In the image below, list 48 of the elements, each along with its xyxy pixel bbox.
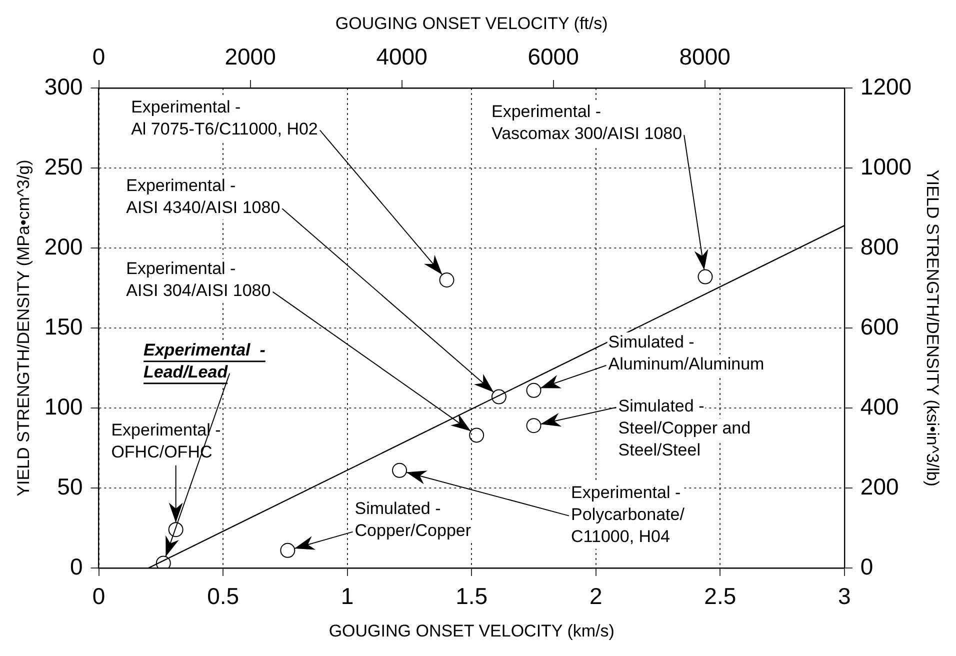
y2-tick-label: 400: [860, 393, 899, 420]
x-tick-label: 3: [838, 583, 851, 610]
y2-tick-label: 1000: [860, 153, 912, 180]
x-tick-label: 2: [589, 583, 602, 610]
annotation: Experimental - AISI 4340/AISI 1080: [126, 176, 280, 217]
y2-axis-title: YIELD STRENGTH/DENSITY (ksi•in^3/lb): [923, 170, 942, 486]
y2-tick-label: 0: [860, 553, 874, 580]
point: [392, 462, 408, 478]
annotation: Simulated - Steel/Copper and Steel/Steel: [618, 396, 751, 460]
point: [168, 522, 184, 538]
point: [491, 389, 506, 404]
x2-tick-label: 2000: [224, 44, 276, 70]
y-tick-label: 200: [44, 233, 83, 260]
x-tick-label: 2.5: [704, 583, 736, 610]
y2-tick-label: 600: [860, 313, 899, 340]
annotation: Experimental - AISI 304/AISI 1080: [126, 258, 271, 300]
y2-tick-label: 1200: [860, 73, 912, 100]
y-tick-label: 250: [44, 153, 83, 180]
point: [439, 272, 454, 288]
x2-axis-title: GOUGING ONSET VELOCITY (ft/s): [335, 14, 608, 33]
y-tick-label: 100: [44, 393, 83, 420]
annotation: Experimental - Lead/Lead: [144, 340, 266, 382]
x2-tick-label: 4000: [376, 44, 428, 70]
y-tick-label: 300: [44, 73, 83, 100]
point: [698, 269, 713, 284]
y-tick-label: 150: [44, 313, 83, 340]
y2-tick-label: 200: [860, 473, 899, 500]
annotation: Experimental - Vascomax 300/AISI 1080: [491, 102, 682, 144]
point: [469, 428, 484, 443]
x-tick-label: 1.5: [456, 583, 488, 610]
y-tick-label: 0: [70, 553, 83, 580]
x-tick-label: 1: [340, 583, 354, 610]
point: [526, 382, 542, 398]
x2-tick-label: 0: [92, 44, 106, 70]
x-axis-title: GOUGING ONSET VELOCITY (km/s): [328, 621, 614, 640]
y-axis-title: YIELD STRENGTH/DENSITY (MPa•cm^3/g): [14, 160, 33, 496]
x-tick-label: 0: [92, 583, 106, 610]
annotation: Simulated - Copper/Copper: [354, 498, 472, 540]
annotation: Experimental - Polycarbonate/ C11000, H04: [571, 482, 685, 546]
annotation: Simulated - Aluminum/Aluminum: [608, 332, 764, 374]
point: [280, 542, 296, 558]
x-tick-label: 0.5: [207, 583, 240, 610]
y2-tick-label: 800: [860, 233, 899, 260]
annotation: Experimental - Al 7075-T6/C11000, H02: [131, 97, 318, 138]
x2-tick-label: 8000: [679, 44, 730, 70]
x2-tick-label: 6000: [528, 44, 579, 70]
point: [526, 418, 542, 434]
y-tick-label: 50: [57, 473, 83, 500]
